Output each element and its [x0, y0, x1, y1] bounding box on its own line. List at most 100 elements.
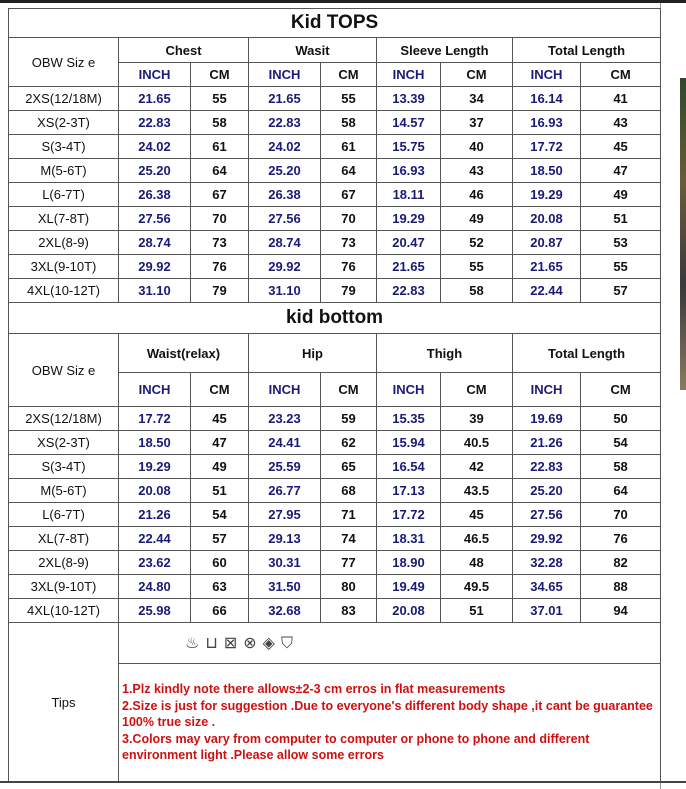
table-row: 4XL(10-12T) 25.98 66 32.68 83 20.08 51 37.01 94 — [8, 598, 662, 623]
cm-cell: 57 — [190, 526, 249, 551]
inch-cell: 21.65 — [248, 86, 321, 111]
cm-cell: 43 — [579, 110, 662, 135]
cm-cell: 49 — [579, 182, 662, 207]
inch-cell: 30.31 — [248, 550, 321, 575]
inch-cell: 16.14 — [512, 86, 581, 111]
cm-cell: 83 — [320, 598, 377, 623]
cm-cell: 52 — [440, 230, 513, 255]
size-cell: M(5-6T) — [8, 158, 119, 183]
cm-cell: 54 — [190, 502, 249, 527]
inch-cell: 22.83 — [376, 278, 441, 303]
cm-cell: 76 — [190, 254, 249, 279]
cm-cell: 42 — [440, 454, 513, 479]
inch-cell: 24.80 — [118, 574, 191, 599]
tops-size-table: Kid TOPS OBW Siz e Chest Wasit Sleeve Le… — [7, 8, 662, 303]
cm-cell: 57 — [579, 278, 662, 303]
inch-cell: 22.83 — [118, 110, 191, 135]
group-hip: Hip — [248, 333, 377, 373]
inch-cell: 22.44 — [118, 526, 191, 551]
cm-cell: 74 — [320, 526, 377, 551]
group-waist: Wasit — [248, 37, 377, 63]
cm-cell: 49 — [190, 454, 249, 479]
table-row: 4XL(10-12T) 31.10 79 31.10 79 22.83 58 22.44 57 — [8, 278, 662, 303]
unit-cm: CM — [440, 372, 513, 407]
inch-cell: 15.35 — [376, 406, 441, 431]
inch-cell: 21.65 — [376, 254, 441, 279]
tops-title: Kid TOPS — [7, 8, 662, 38]
unit-inch: INCH — [512, 372, 581, 407]
cm-cell: 48 — [440, 550, 513, 575]
inch-cell: 24.02 — [248, 134, 321, 159]
size-cell: 2XL(8-9) — [8, 230, 119, 255]
cm-cell: 53 — [579, 230, 662, 255]
cm-cell: 39 — [440, 406, 513, 431]
inch-cell: 17.72 — [118, 406, 191, 431]
inch-cell: 24.02 — [118, 134, 191, 159]
size-cell: S(3-4T) — [8, 134, 119, 159]
inch-cell: 19.29 — [512, 182, 581, 207]
cm-cell: 65 — [320, 454, 377, 479]
cm-cell: 43.5 — [440, 478, 513, 503]
cm-cell: 47 — [579, 158, 662, 183]
unit-cm: CM — [579, 372, 662, 407]
no-tumble-dry-icon: ⊠ — [223, 635, 244, 652]
cm-cell: 51 — [579, 206, 662, 231]
unit-inch: INCH — [376, 62, 441, 87]
table-row: L(6-7T) 21.26 54 27.95 71 17.72 45 27.56 70 — [8, 502, 662, 527]
size-cell: 3XL(9-10T) — [8, 574, 119, 599]
cm-cell: 49 — [440, 206, 513, 231]
inch-cell: 22.83 — [248, 110, 321, 135]
cm-cell: 55 — [579, 254, 662, 279]
group-total-length: Total Length — [511, 37, 662, 63]
inch-cell: 17.72 — [512, 134, 581, 159]
cm-cell: 40 — [440, 134, 513, 159]
size-header: OBW Siz e — [8, 37, 119, 87]
cm-cell: 64 — [579, 478, 662, 503]
table-row: 2XL(8-9) 28.74 73 28.74 73 20.47 52 20.87 53 — [8, 230, 662, 255]
size-cell: 2XS(12/18M) — [8, 86, 119, 111]
cm-cell: 41 — [579, 86, 662, 111]
size-cell: 2XS(12/18M) — [8, 406, 119, 431]
inch-cell: 18.50 — [118, 430, 191, 455]
unit-cm: CM — [320, 372, 377, 407]
cm-cell: 68 — [320, 478, 377, 503]
cm-cell: 58 — [579, 454, 662, 479]
unit-cm: CM — [440, 62, 513, 87]
inch-cell: 17.72 — [376, 502, 441, 527]
inch-cell: 15.75 — [376, 134, 441, 159]
tip-3: 3.Colors may vary from computer to compu… — [122, 731, 590, 763]
inch-cell: 20.87 — [512, 230, 581, 255]
inch-cell: 29.13 — [248, 526, 321, 551]
inch-cell: 23.23 — [248, 406, 321, 431]
inch-cell: 28.74 — [118, 230, 191, 255]
unit-inch: INCH — [512, 62, 581, 87]
inch-cell: 18.11 — [376, 182, 441, 207]
inch-cell: 18.50 — [512, 158, 581, 183]
hang-dry-icon: ⛉ — [280, 635, 299, 652]
cm-cell: 70 — [320, 206, 377, 231]
cm-cell: 34 — [440, 86, 513, 111]
inch-cell: 25.20 — [512, 478, 581, 503]
cm-cell: 55 — [440, 254, 513, 279]
cm-cell: 60 — [190, 550, 249, 575]
unit-inch: INCH — [118, 62, 191, 87]
inch-cell: 31.10 — [118, 278, 191, 303]
cm-cell: 50 — [579, 406, 662, 431]
cm-cell: 73 — [320, 230, 377, 255]
inch-cell: 19.49 — [376, 574, 441, 599]
tips-label: Tips — [8, 622, 119, 782]
no-dry-clean-icon: ⊗ — [243, 635, 263, 652]
table-row: 2XL(8-9) 23.62 60 30.31 77 18.90 48 32.28 82 — [8, 550, 662, 575]
inch-cell: 23.62 — [118, 550, 191, 575]
inch-cell: 37.01 — [512, 598, 581, 623]
cm-cell: 62 — [320, 430, 377, 455]
inch-cell: 18.90 — [376, 550, 441, 575]
table-row: XS(2-3T) 18.50 47 24.41 62 15.94 40.5 21.26 54 — [8, 430, 662, 455]
cm-cell: 67 — [190, 182, 249, 207]
cm-cell: 37 — [440, 110, 513, 135]
cm-cell: 59 — [320, 406, 377, 431]
cm-cell: 58 — [440, 278, 513, 303]
group-sleeve: Sleeve Length — [376, 37, 513, 63]
inch-cell: 22.83 — [512, 454, 581, 479]
table-row: S(3-4T) 24.02 61 24.02 61 15.75 40 17.72 45 — [8, 134, 662, 159]
